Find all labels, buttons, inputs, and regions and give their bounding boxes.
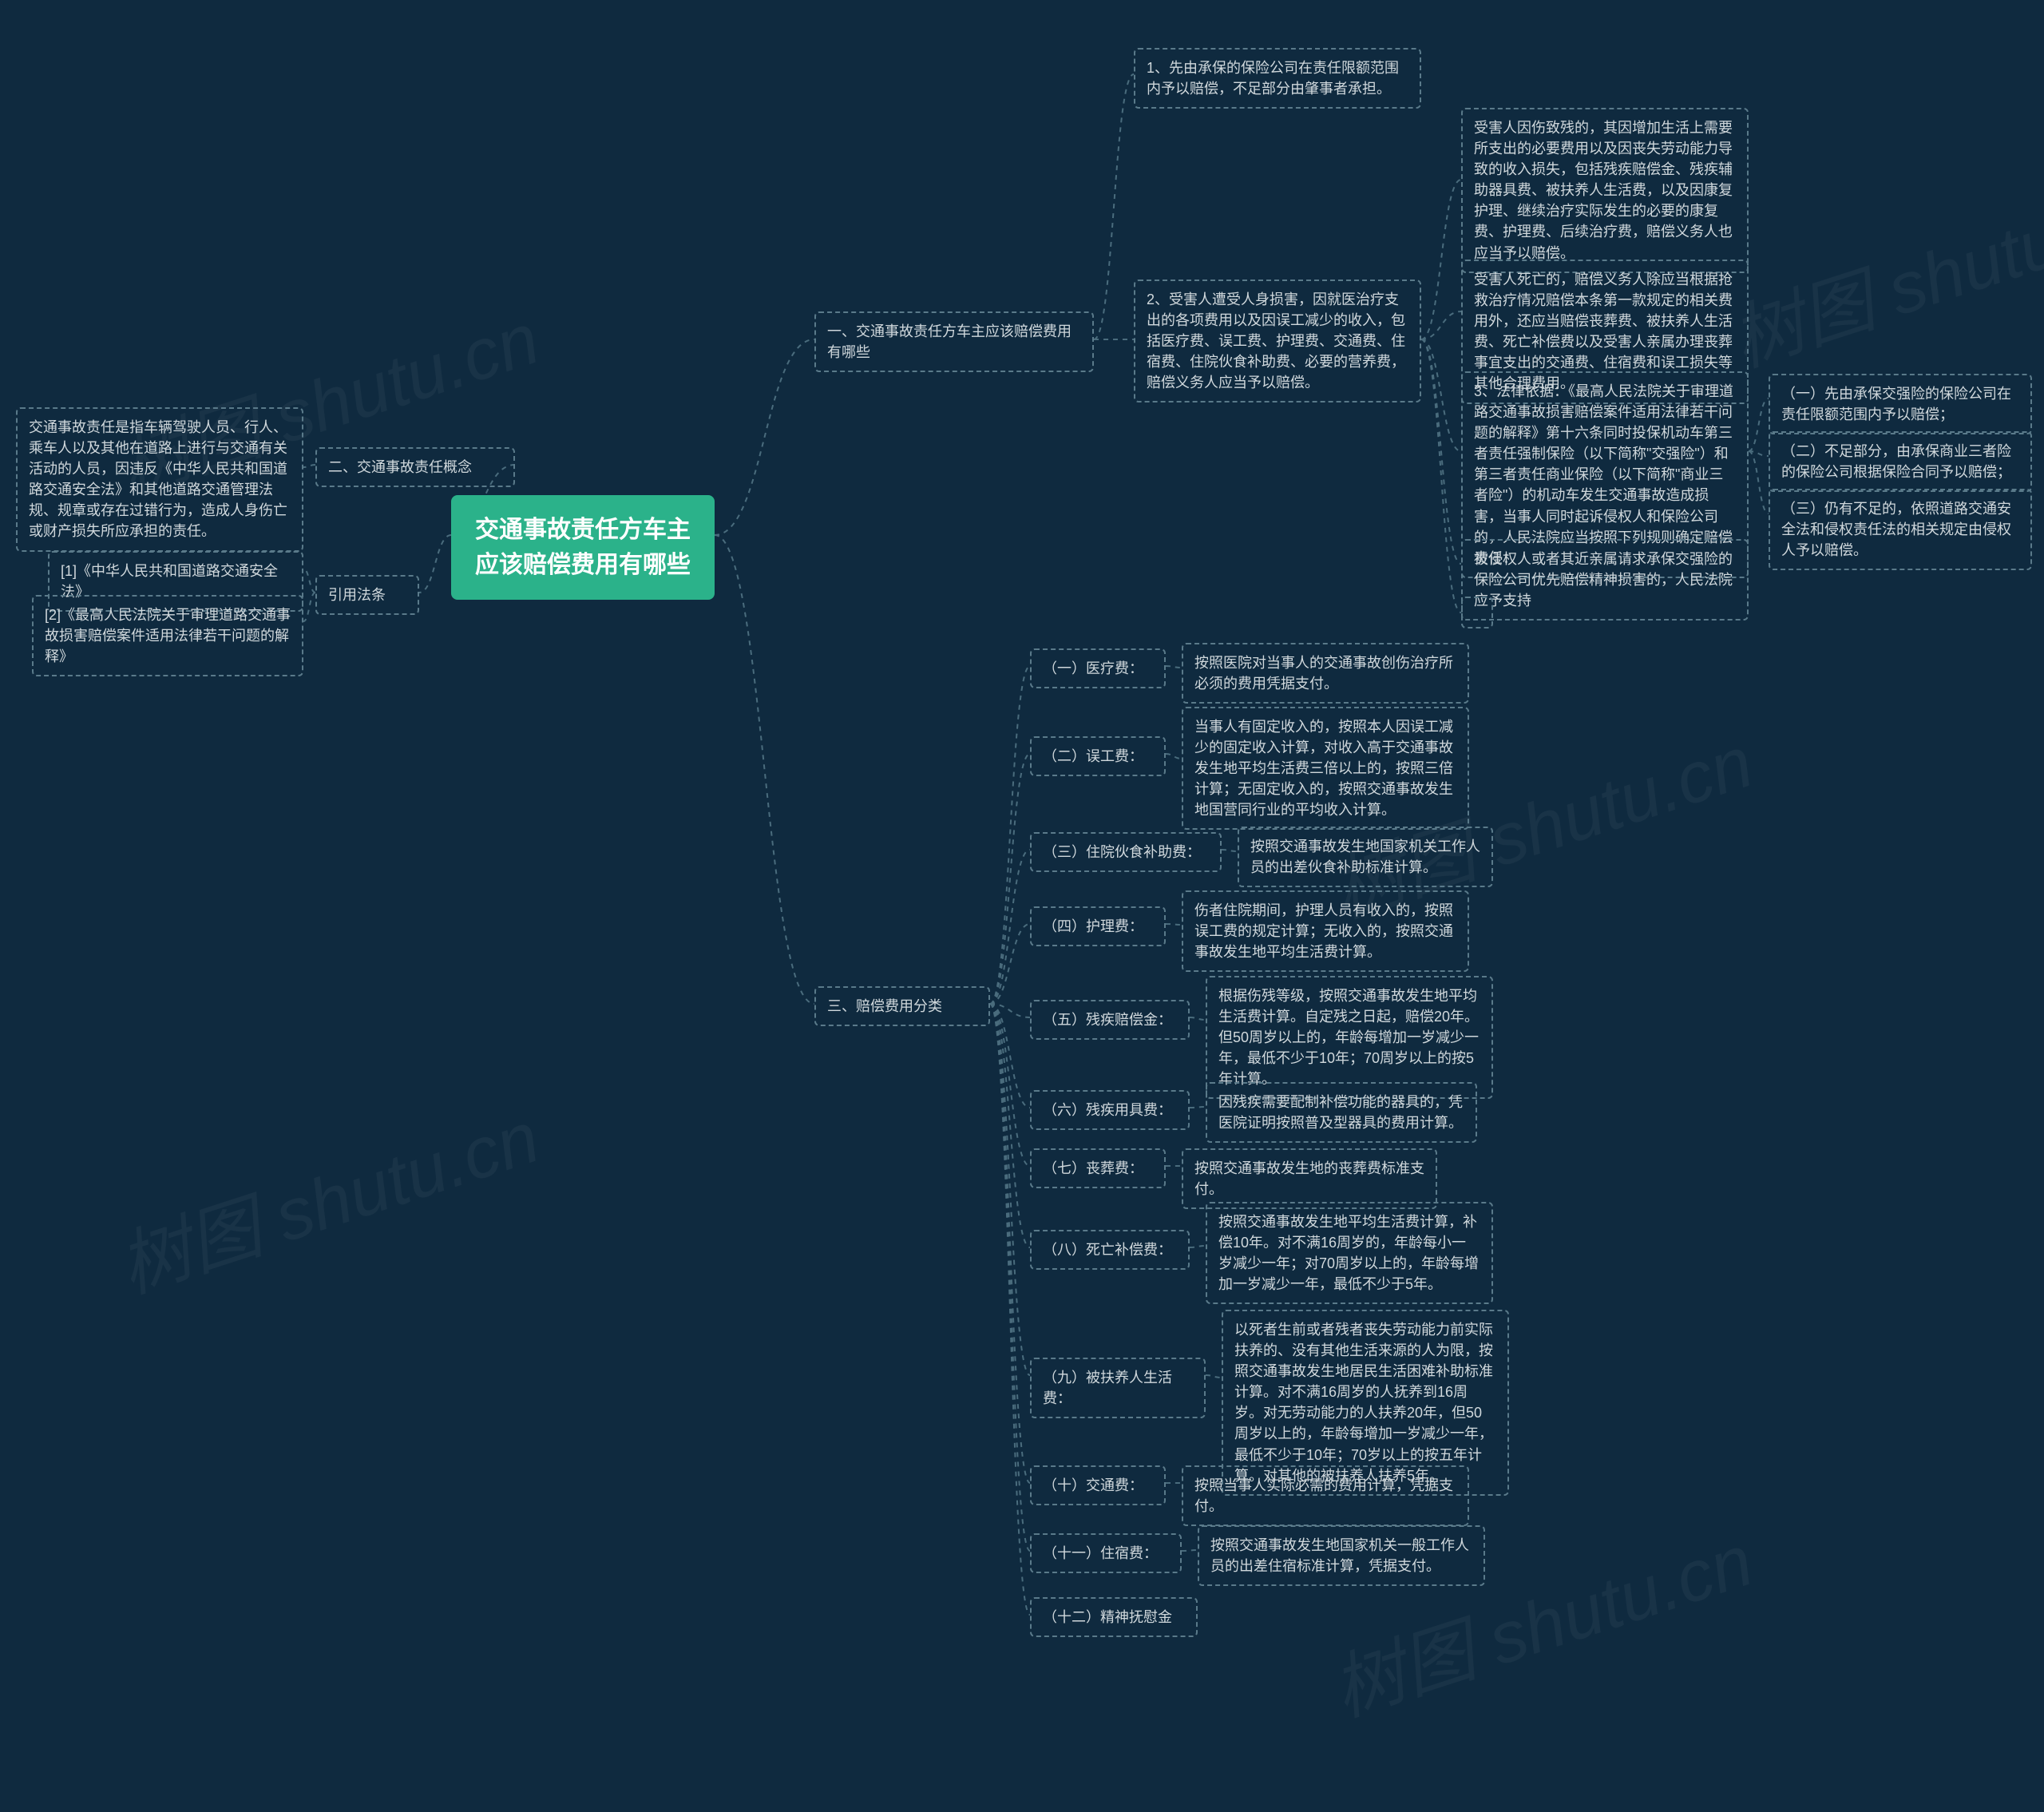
node-c11t: 按照交通事故发生地国家机关一般工作人员的出差住宿标准计算，凭据支付。: [1198, 1525, 1485, 1586]
node-c8t: 按照交通事故发生地平均生活费计算，补偿10年。对不满16周岁的，年龄每小一岁减少…: [1206, 1202, 1493, 1304]
edge-s1_3-s1_3_1: [1749, 398, 1769, 451]
node-s1_3empty: [1461, 597, 1493, 628]
edge-b3-c7: [990, 1004, 1030, 1166]
node-c9: （九）被扶养人生活费：: [1030, 1358, 1206, 1418]
edge-b3-c11: [990, 1004, 1030, 1551]
node-s1_3_1: （一）先由承保交强险的保险公司在责任限额范围内予以赔偿；: [1769, 374, 2032, 434]
node-c12: （十二）精神抚慰金: [1030, 1597, 1198, 1637]
edge-s1_2-s1_3: [1421, 339, 1461, 451]
node-c6: （六）残疾用具费：: [1030, 1090, 1190, 1130]
node-c10t: 按照当事人实际必需的费用计算，凭据支付。: [1182, 1465, 1469, 1526]
edge-bref-ref2: [303, 593, 315, 621]
node-c7: （七）丧葬费：: [1030, 1148, 1166, 1188]
mindmap-canvas: 树图 shutu.cn树图 shutu.cn树图 shutu.cn树图 shut…: [0, 0, 2044, 1812]
edge-c5-c5t: [1190, 1017, 1206, 1020]
node-s1_3_2: （二）不足部分，由承保商业三者险的保险公司根据保险合同予以赔偿；: [1769, 431, 2032, 492]
edge-b3-c5: [990, 1004, 1030, 1017]
edge-root-bref: [419, 535, 451, 593]
edge-root-b3: [715, 535, 814, 1004]
node-c3: （三）住院伙食补助费：: [1030, 832, 1222, 872]
edge-b2-b2t: [303, 465, 315, 467]
node-c5: （五）残疾赔偿金：: [1030, 1000, 1190, 1040]
node-c2t: 当事人有固定收入的，按照本人因误工减少的固定收入计算，对收入高于交通事故发生地平…: [1182, 707, 1469, 830]
edge-s1_2-s1_3empty: [1421, 339, 1461, 613]
edge-s1_3-s1_3_2: [1749, 451, 1769, 456]
edge-s1_2-s1_2a: [1421, 180, 1461, 339]
edge-b3-c8: [990, 1004, 1030, 1247]
node-s1_2: 2、受害人遭受人身损害，因就医治疗支出的各项费用以及因误工减少的收入，包括医疗费…: [1134, 280, 1421, 402]
node-b2: 二、交通事故责任概念: [315, 447, 515, 487]
edge-b3-c6: [990, 1004, 1030, 1108]
edge-b1-s1_1: [1094, 74, 1134, 339]
node-c3t: 按照交通事故发生地国家机关工作人员的出差伙食补助标准计算。: [1238, 827, 1493, 887]
node-s1_2a: 受害人因伤致残的，其因增加生活上需要所支出的必要费用以及因丧失劳动能力导致的收入…: [1461, 108, 1749, 273]
edge-c8-c8t: [1190, 1246, 1206, 1247]
node-b2t: 交通事故责任是指车辆驾驶人员、行人、乘车人以及其他在道路上进行与交通有关活动的人…: [16, 407, 303, 552]
node-s1_3_3: （三）仍有不足的，依照道路交通安全法和侵权责任法的相关规定由侵权人予以赔偿。: [1769, 489, 2032, 570]
edge-s1_3-s1_3_3: [1749, 451, 1769, 513]
node-c1: （一）医疗费：: [1030, 648, 1166, 688]
node-root: 交通事故责任方车主应该赔偿费用有哪些: [451, 495, 715, 600]
node-c11: （十一）住宿费：: [1030, 1533, 1182, 1573]
node-ref2: [2]《最高人民法院关于审理道路交通事故损害赔偿案件适用法律若干问题的解释》: [32, 595, 303, 676]
edge-s1_2-s1_3d: [1421, 339, 1461, 564]
node-c10: （十）交通费：: [1030, 1465, 1166, 1505]
edge-b3-c2: [990, 754, 1030, 1004]
node-bref: 引用法条: [315, 575, 419, 615]
edge-b3-c4: [990, 924, 1030, 1004]
edge-b3-c9: [990, 1004, 1030, 1375]
edge-b3-c12: [990, 1004, 1030, 1615]
watermark: 树图 shutu.cn: [104, 1080, 550, 1313]
edge-b3-c10: [990, 1004, 1030, 1483]
edge-c6-c6t: [1190, 1107, 1206, 1108]
edge-s1_2-s1_2b: [1421, 311, 1461, 339]
node-c4: （四）护理费：: [1030, 906, 1166, 946]
edge-b3-c3: [990, 850, 1030, 1004]
node-c2: （二）误工费：: [1030, 736, 1166, 776]
node-c5t: 根据伤残等级，按照交通事故发生地平均生活费计算。自定残之日起，赔偿20年。但50…: [1206, 976, 1493, 1099]
node-c1t: 按照医院对当事人的交通事故创伤治疗所必须的费用凭据支付。: [1182, 643, 1469, 704]
edge-root-b1: [715, 339, 814, 535]
edge-c9-c9t: [1206, 1375, 1222, 1378]
edge-bref-ref1: [303, 569, 315, 593]
node-s1_3d: 被侵权人或者其近亲属请求承保交强险的保险公司优先赔偿精神损害的，人民法院应予支持: [1461, 539, 1749, 621]
edge-c3-c3t: [1222, 850, 1238, 851]
node-c4t: 伤者住院期间，护理人员有收入的，按照误工费的规定计算；无收入的，按照交通事故发生…: [1182, 890, 1469, 972]
edge-c4-c4t: [1166, 924, 1182, 925]
node-c7t: 按照交通事故发生地的丧葬费标准支付。: [1182, 1148, 1437, 1209]
node-b3: 三、赔偿费用分类: [814, 986, 990, 1026]
node-c8: （八）死亡补偿费：: [1030, 1230, 1190, 1270]
edge-b3-c1: [990, 666, 1030, 1004]
edge-c2-c2t: [1166, 754, 1182, 759]
node-b1: 一、交通事故责任方车主应该赔偿费用有哪些: [814, 311, 1094, 372]
node-s1_1: 1、先由承保的保险公司在责任限额范围内予以赔偿，不足部分由肇事者承担。: [1134, 48, 1421, 109]
node-c6t: 因残疾需要配制补偿功能的器具的，凭医院证明按照普及型器具的费用计算。: [1206, 1082, 1477, 1143]
edge-c11-c11t: [1182, 1550, 1198, 1551]
edge-c1-c1t: [1166, 666, 1182, 668]
watermark: 树图 shutu.cn: [1717, 153, 2044, 387]
